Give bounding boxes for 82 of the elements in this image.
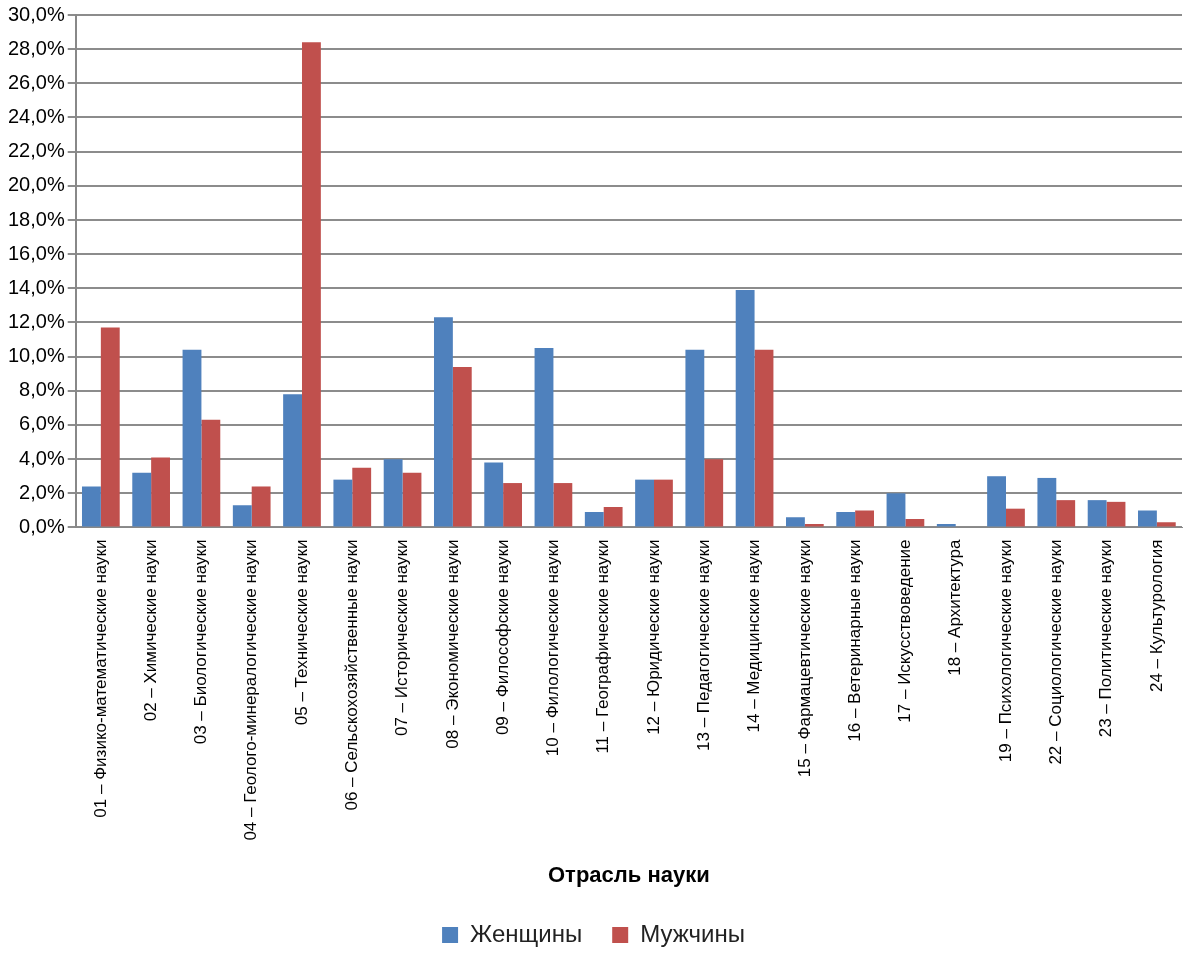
bar	[201, 419, 221, 527]
bar	[452, 366, 472, 527]
bar	[333, 479, 353, 527]
x-tick-label: 09 – Философские науки	[492, 539, 512, 736]
y-tick-label: 28,0%	[7, 36, 65, 59]
bar	[685, 349, 705, 527]
x-tick-label: 12 – Юридические науки	[643, 539, 663, 735]
y-tick-label: 0,0%	[19, 514, 65, 537]
bar	[534, 348, 554, 527]
x-tick-label: 15 – Фармацевтические науки	[794, 539, 814, 778]
bar	[232, 505, 252, 527]
bar	[100, 327, 120, 527]
y-tick-label: 4,0%	[19, 446, 65, 469]
bar	[182, 349, 202, 527]
bar	[1156, 522, 1176, 527]
y-tick-label: 8,0%	[19, 378, 65, 401]
y-tick-label: 24,0%	[7, 105, 65, 128]
legend-label: Женщины	[470, 919, 583, 947]
bar	[553, 483, 573, 527]
bar	[302, 42, 321, 527]
bar	[987, 476, 1006, 527]
y-tick-label: 6,0%	[19, 412, 65, 435]
bar	[886, 493, 906, 527]
bar	[584, 512, 604, 527]
bar	[82, 486, 101, 527]
bar	[1138, 510, 1157, 527]
legend-label: Мужчины	[640, 919, 745, 947]
x-tick-label: 07 – Исторические науки	[392, 539, 412, 737]
bar	[251, 486, 271, 527]
x-tick-label: 02 – Химические науки	[140, 539, 160, 722]
bar	[352, 467, 372, 527]
y-tick-label: 26,0%	[7, 70, 65, 93]
y-tick-label: 20,0%	[7, 173, 65, 196]
y-tick-label: 16,0%	[7, 241, 65, 264]
x-tick-label: 13 – Педагогические науки	[693, 539, 713, 751]
x-tick-label: 24 – Культурология	[1146, 539, 1166, 693]
x-tick-label: 16 – Ветеринарные науки	[844, 539, 864, 742]
y-tick-label: 18,0%	[7, 207, 65, 230]
bar	[283, 394, 302, 527]
bar	[151, 457, 170, 527]
x-tick-label: 01 – Физико-математические науки	[90, 539, 110, 818]
y-tick-label: 22,0%	[7, 139, 65, 162]
bar	[603, 506, 623, 527]
bar	[402, 472, 422, 527]
x-tick-label: 04 – Геолого-минералогические науки	[241, 539, 261, 841]
bar	[905, 518, 925, 527]
x-tick-label: 19 – Психологические науки	[995, 539, 1015, 763]
x-tick-label: 03 – Биологические науки	[191, 539, 211, 745]
x-axis-title: Отрасль науки	[548, 861, 710, 887]
bar	[1006, 508, 1025, 527]
bar	[1037, 477, 1057, 527]
bar	[383, 459, 403, 527]
x-tick-label: 17 – Искусствоведение	[895, 539, 915, 723]
x-tick-label: 08 – Экономические науки	[442, 539, 462, 749]
bar	[754, 349, 774, 527]
bar	[836, 512, 856, 527]
x-tick-label: 14 – Медицинские науки	[744, 539, 764, 733]
bar	[503, 483, 522, 527]
bar	[855, 510, 874, 527]
bar	[635, 479, 654, 527]
bar	[1087, 500, 1107, 527]
bar	[434, 317, 453, 527]
x-tick-label: 22 – Социологические науки	[1045, 539, 1065, 765]
bar	[735, 290, 755, 527]
y-tick-label: 14,0%	[7, 275, 65, 298]
y-tick-label: 2,0%	[19, 480, 65, 503]
x-tick-label: 10 – Филологические науки	[543, 539, 563, 757]
bar	[1056, 500, 1076, 527]
bar	[1106, 501, 1126, 527]
x-tick-label: 18 – Архитектура	[945, 538, 965, 676]
y-tick-label: 10,0%	[7, 344, 65, 367]
bar	[654, 479, 673, 527]
x-tick-label: 23 – Политические науки	[1096, 539, 1116, 738]
x-tick-label: 05 – Технические науки	[291, 539, 311, 726]
y-tick-label: 12,0%	[7, 310, 65, 332]
bar	[132, 472, 152, 527]
x-tick-label: 06 – Сельскохозяйственные науки	[341, 539, 361, 811]
bar	[786, 517, 805, 527]
x-tick-label: 11 – Географические науки	[593, 539, 613, 754]
bar	[484, 462, 504, 527]
bar	[704, 459, 724, 527]
y-tick-label: 30,0%	[7, 2, 65, 25]
